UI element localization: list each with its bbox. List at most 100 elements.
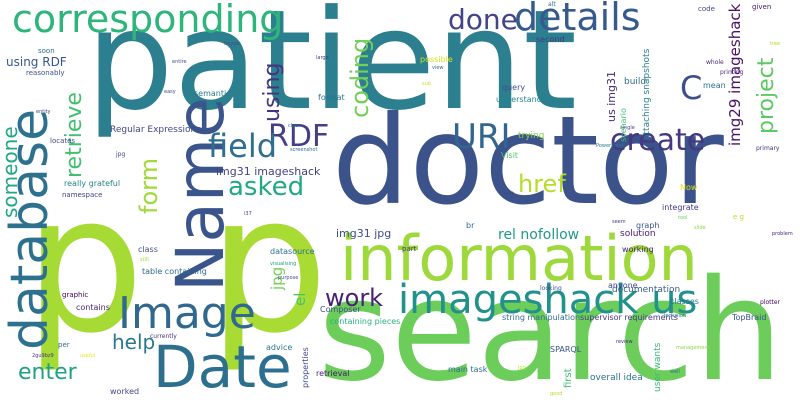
word-primary: primary <box>756 145 780 152</box>
word-jpg-3: jpg <box>518 365 526 371</box>
word-namespace: namespace <box>62 191 103 199</box>
word-given: given <box>752 3 772 11</box>
word-review: review <box>616 339 633 345</box>
word-table-containing: table containing <box>142 267 207 276</box>
word-done: done <box>448 3 518 36</box>
word-el: el <box>291 292 309 306</box>
word-whole: whole <box>706 59 724 66</box>
word-possible: possible <box>420 55 453 64</box>
word-build: build <box>624 77 647 87</box>
word-doctor: doctor <box>332 90 724 232</box>
word-query: query <box>502 83 526 92</box>
word-overall-idea: overall idea <box>590 373 643 383</box>
word-topbraid: TopBraid <box>732 313 767 322</box>
word-visit: Visit <box>501 151 519 160</box>
word-help: help <box>112 330 156 354</box>
word-work: work <box>325 284 384 312</box>
word-img31-imageshack: img31 imageshack <box>216 165 321 178</box>
word-alt: alt <box>548 1 556 8</box>
word-tinypic: tinypic <box>224 41 241 47</box>
word-clear: clear <box>288 123 301 129</box>
word-main-task: main task <box>448 365 488 374</box>
word-locates: locates <box>50 137 76 145</box>
word-understanding: understanding <box>496 95 555 104</box>
word-retrieval: retrieval <box>316 369 350 378</box>
word-search: search <box>318 250 784 400</box>
word-slide: slide <box>694 225 706 231</box>
word-tool: tool <box>678 215 688 221</box>
word-sparql: SPARQL <box>550 345 582 354</box>
word-br: br <box>466 221 475 230</box>
word-enter: enter <box>18 360 77 385</box>
word-now: Now <box>680 183 698 192</box>
word-soon: soon <box>38 47 55 55</box>
word-p-1: p <box>24 154 145 375</box>
word-still: still <box>140 257 149 263</box>
word-screenshot: screenshot <box>290 147 318 153</box>
word-problem: problem <box>772 231 793 237</box>
word-retrieve: retrieve <box>62 92 87 178</box>
word-image: Image <box>118 288 256 339</box>
word-information: information <box>340 222 698 295</box>
word-code: code <box>698 5 715 13</box>
word-uri: URI <box>452 117 511 157</box>
word-project: project <box>754 57 779 134</box>
word-attaching-snapshots: attaching snapshots <box>642 48 652 140</box>
word-2gu9bz9: 2gu9bz9 <box>32 353 54 359</box>
word-jpg-2: jpg <box>116 151 126 158</box>
word-rdf: RDF <box>268 119 330 154</box>
word-string-manipulation: string manipulation <box>502 313 581 322</box>
word-href: href <box>518 170 566 198</box>
word-supervisor-requirements: supervisor requirements <box>580 313 678 322</box>
word-c: C <box>680 69 703 107</box>
word-p-2: p <box>208 154 329 375</box>
word-coding: coding <box>346 37 374 118</box>
word-composer: Composer <box>320 305 361 314</box>
word-graphic: graphic <box>62 291 89 299</box>
word-plotter: plotter <box>760 299 781 306</box>
word-visualising: visualising <box>270 261 297 267</box>
word-someone: someone <box>0 126 22 218</box>
word-format: format <box>318 93 345 102</box>
word-datasource: datasource <box>270 247 315 256</box>
word-using-rdf: using RDF <box>6 55 67 69</box>
word-printing: printing <box>720 69 744 76</box>
word-advice: advice <box>266 343 293 352</box>
word-properties: properties <box>301 347 310 388</box>
word-sub: sub <box>422 81 431 87</box>
word-single: single <box>620 125 635 131</box>
word-date: Date <box>153 333 292 400</box>
word-reasonably: reasonably <box>26 69 65 77</box>
word-worked: worked <box>110 387 140 396</box>
word-regular-expressions: Regular Expressions <box>110 125 201 135</box>
word-field: field <box>208 127 278 165</box>
word-easy: easy <box>164 89 176 95</box>
word-tree: tree <box>770 41 781 47</box>
word-working: working <box>622 245 654 254</box>
word-e-g: e g <box>733 213 744 221</box>
word-form: form <box>135 158 163 214</box>
word-anyone: anyone <box>608 281 638 290</box>
word-classes: classes <box>670 297 699 306</box>
word-part: part <box>402 245 417 253</box>
word-looking: looking <box>540 285 562 292</box>
word-large: large <box>316 55 329 61</box>
word-rel-nofollow: rel nofollow <box>498 227 580 243</box>
word-semantic: semantic <box>194 89 231 98</box>
word-view: view <box>432 65 444 71</box>
word-well: well <box>670 369 680 375</box>
word-management: management <box>676 345 710 351</box>
word-imageshack-us: imageshack us <box>398 277 698 323</box>
word-inclusion: inclusion <box>664 313 687 319</box>
word-solution: solution <box>620 229 656 239</box>
word-first: first <box>563 368 574 388</box>
word-currently: currently <box>150 333 177 340</box>
word-asked: asked <box>228 172 305 202</box>
word-corresponding: corresponding <box>12 0 284 41</box>
word-details: details <box>514 0 641 39</box>
word-mean: mean <box>703 81 726 90</box>
word-using: using <box>260 62 285 122</box>
word-documentation: documentation <box>612 285 681 295</box>
word-us-img31: us img31 <box>605 71 618 122</box>
